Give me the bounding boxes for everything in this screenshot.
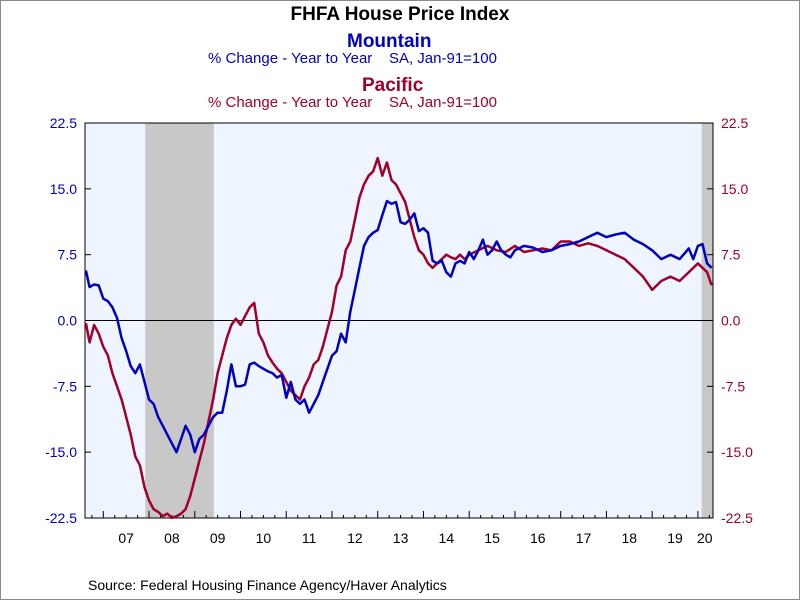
x-tick-label: 18 (622, 530, 638, 546)
x-tick-label: 20 (697, 530, 713, 546)
x-tick-label: 09 (210, 530, 226, 546)
x-tick-label: 14 (439, 530, 455, 546)
x-tick-label: 16 (530, 530, 546, 546)
x-tick-label: 19 (667, 530, 683, 546)
pacific-series-title: Pacific (362, 75, 424, 96)
left-tick-label: 22.5 (50, 115, 77, 131)
left-tick-label: 7.5 (58, 247, 78, 263)
x-tick-label: 12 (347, 530, 363, 546)
x-tick-label: 10 (256, 530, 272, 546)
right-tick-label: 7.5 (721, 247, 741, 263)
mountain-series-title: Mountain (347, 31, 432, 52)
series-line-pacific (84, 156, 713, 520)
series-line-mountain (84, 199, 713, 454)
x-tick-label: 15 (484, 530, 500, 546)
right-tick-label: 22.5 (721, 115, 748, 131)
x-tick-label: 08 (164, 530, 180, 546)
right-tick-label: -22.5 (721, 510, 753, 526)
source-note: Source: Federal Housing Finance Agency/H… (88, 577, 447, 593)
right-tick-label: 15.0 (721, 181, 748, 197)
left-tick-label: -15.0 (45, 444, 77, 460)
x-tick-label: 13 (393, 530, 409, 546)
x-tick-label: 11 (302, 530, 317, 546)
x-tick-label: 07 (118, 530, 134, 546)
chart-title: FHFA House Price Index (290, 4, 510, 25)
left-tick-label: -22.5 (45, 510, 77, 526)
left-tick-label: 15.0 (50, 181, 77, 197)
left-tick-label: 0.0 (58, 313, 78, 329)
pacific-series-subtitle: % Change - Year to Year SA, Jan-91=100 (208, 94, 497, 111)
right-tick-label: -15.0 (721, 444, 753, 460)
right-tick-label: -7.5 (721, 378, 745, 394)
x-tick-label: 17 (576, 530, 592, 546)
right-tick-label: 0.0 (721, 313, 741, 329)
left-tick-label: -7.5 (53, 378, 77, 394)
mountain-series-subtitle: % Change - Year to Year SA, Jan-91=100 (208, 50, 497, 67)
